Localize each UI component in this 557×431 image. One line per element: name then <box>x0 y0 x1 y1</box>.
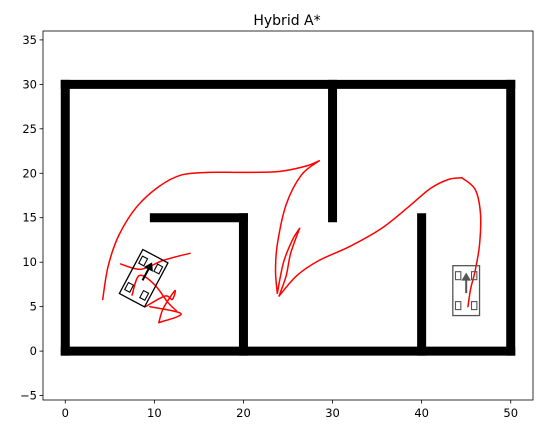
obstacle-layer <box>60 79 516 356</box>
y-tick-label: −5 <box>20 389 37 403</box>
x-tick-label: 0 <box>62 406 69 420</box>
path-segment-7 <box>131 274 178 312</box>
car-layer <box>118 248 481 317</box>
chart-title: Hybrid A* <box>253 13 320 29</box>
path-segment-5 <box>460 176 482 308</box>
y-tick-label: 15 <box>22 211 37 225</box>
y-tick-label: 35 <box>22 33 37 47</box>
x-axis: 0 10 20 30 40 50 <box>62 400 518 420</box>
y-tick-label: 10 <box>22 255 37 269</box>
plot-frame <box>42 30 534 401</box>
path-segment-8 <box>144 289 177 324</box>
y-tick-label: 5 <box>30 300 37 314</box>
path-segment-9 <box>149 305 182 324</box>
x-tick-label: 10 <box>147 406 162 420</box>
y-tick-label: 20 <box>22 166 37 180</box>
x-tick-label: 20 <box>236 406 251 420</box>
path-segment-2 <box>276 227 301 295</box>
goal-car-marker <box>452 265 481 317</box>
x-tick-label: 40 <box>414 406 429 420</box>
x-tick-label: 30 <box>325 406 340 420</box>
y-tick-label: 25 <box>22 122 37 136</box>
path-segment-0 <box>101 160 320 301</box>
y-axis: −5 0 5 10 15 20 25 30 35 <box>20 33 43 403</box>
path-layer <box>101 160 482 324</box>
x-tick-label: 50 <box>503 406 518 420</box>
start-car-marker <box>118 248 169 308</box>
y-tick-label: 0 <box>30 344 37 358</box>
path-segment-3 <box>278 227 301 297</box>
y-tick-label: 30 <box>22 77 37 91</box>
path-segment-1 <box>274 160 320 295</box>
path-segment-4 <box>278 176 463 297</box>
